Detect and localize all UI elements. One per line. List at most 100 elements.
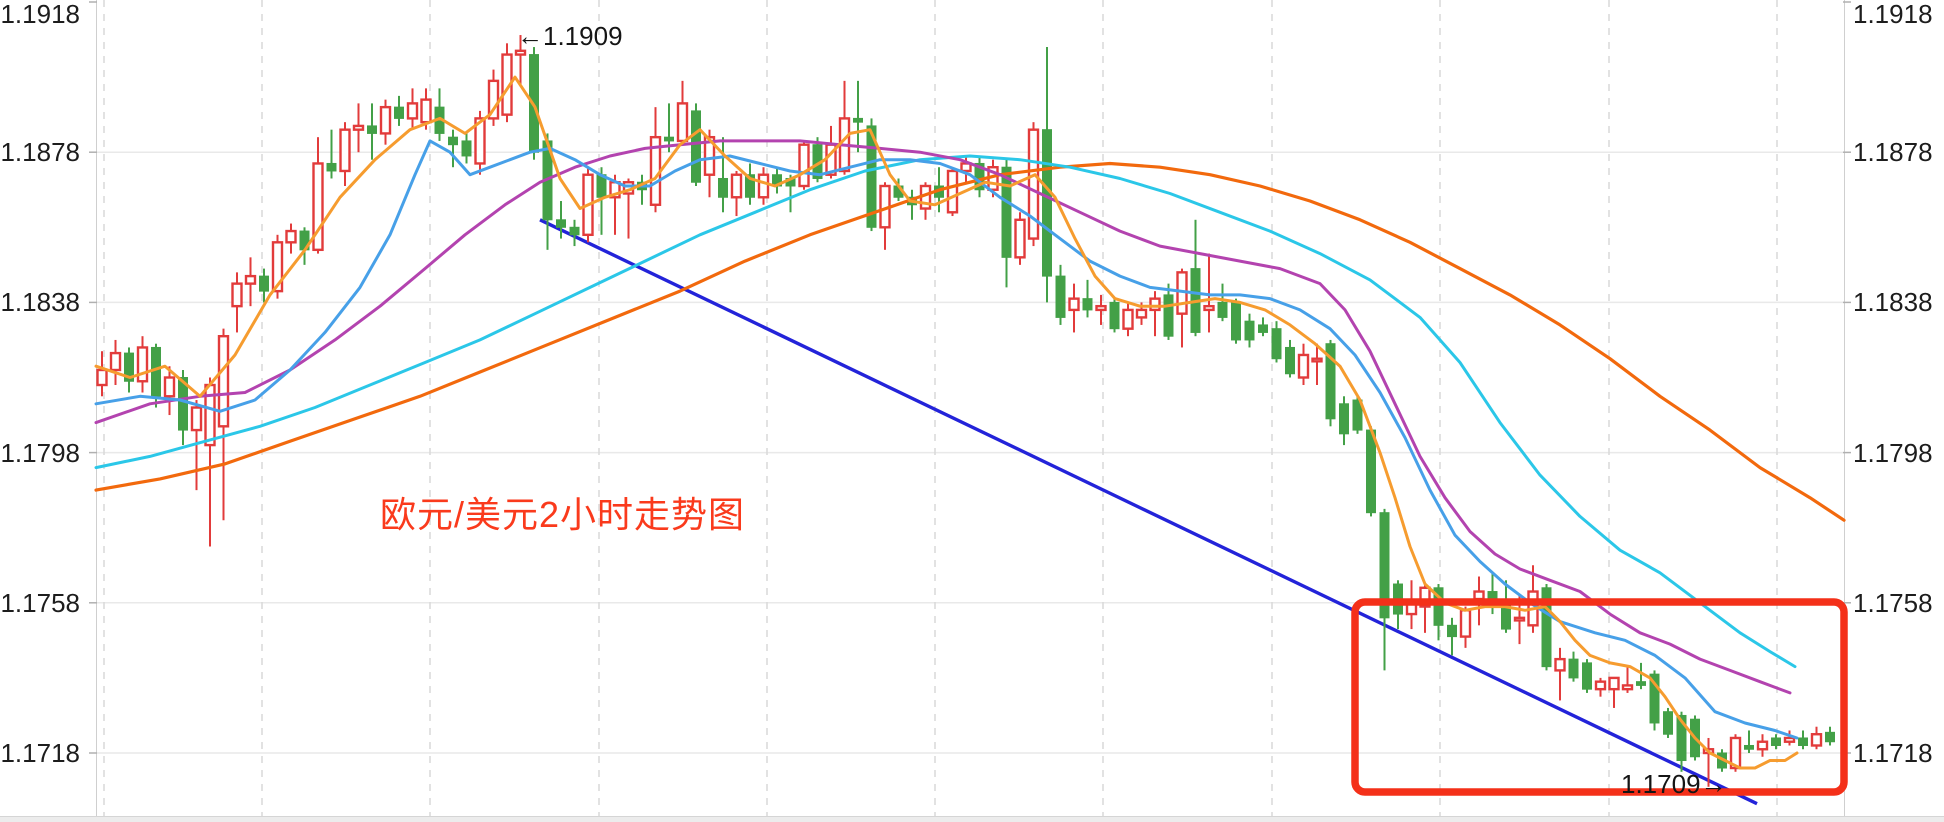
candle-bull <box>1149 291 1161 337</box>
candle-bear <box>448 129 458 168</box>
candle-bull <box>231 272 243 333</box>
candle-bull <box>757 167 770 205</box>
candle-bull <box>1554 647 1566 701</box>
candle-bear <box>1433 584 1444 641</box>
candle-bull <box>730 170 743 217</box>
candle-bear <box>1339 396 1349 446</box>
highlight-box <box>1351 598 1848 796</box>
candle-bear <box>1649 670 1660 731</box>
y-axis-label-left: 1.1838 <box>0 287 80 318</box>
candle-bear <box>124 347 134 393</box>
moving-average-lines <box>94 75 1846 770</box>
candle-bull <box>879 182 891 250</box>
y-axis-label-right: 1.1798 <box>1853 437 1933 468</box>
candle-bull <box>946 167 959 217</box>
candle-bull <box>96 351 108 397</box>
candle-bear <box>1109 298 1120 333</box>
y-axis-label-left: 1.1798 <box>0 437 80 468</box>
candle-bull <box>217 328 230 521</box>
candle-bull <box>676 80 689 145</box>
ma-line-cyan <box>94 154 1797 669</box>
candle-bear <box>1798 730 1808 750</box>
candle-bull <box>244 257 257 307</box>
candle-bear <box>434 88 445 141</box>
candle-bear <box>1042 47 1052 303</box>
candle-bear <box>259 268 269 303</box>
candle-bear <box>772 167 782 194</box>
candle-bull <box>1122 302 1134 337</box>
y-axis-left: 1.1918 1.1878 1.1838 1.1798 1.1758 1.171… <box>0 0 88 822</box>
candle-bull <box>1176 268 1188 348</box>
trough-price-annotation: 1.1709→ <box>1621 769 1727 799</box>
ma-line-blue <box>94 139 1799 740</box>
candle-bull <box>1311 343 1323 386</box>
candle-bull <box>1027 122 1040 247</box>
candle-bear <box>1082 279 1093 318</box>
candle-bull <box>1419 584 1431 633</box>
candle-bear <box>461 133 472 164</box>
candle-bear <box>637 174 647 205</box>
candle-bull <box>352 103 365 153</box>
candle-bull <box>1810 726 1823 750</box>
candle-bear <box>1379 508 1390 671</box>
candle-bear <box>1285 339 1295 378</box>
candle-bear <box>1231 298 1241 344</box>
candle-bear <box>664 103 674 153</box>
candle-bear <box>1190 219 1201 337</box>
candle-bear <box>1663 707 1673 738</box>
candle-bull <box>285 223 297 254</box>
candle-bull <box>798 140 810 190</box>
y-axis-label-right: 1.1718 <box>1853 738 1933 768</box>
y-axis-label-left: 1.1758 <box>0 587 80 618</box>
candle-bull <box>1203 253 1215 333</box>
candle-bull <box>1095 294 1107 325</box>
candle-bear <box>1055 264 1066 325</box>
candle-bear <box>556 201 566 239</box>
candle-bull <box>1459 606 1472 648</box>
candle-bull <box>163 366 176 416</box>
candle-bull <box>487 69 500 126</box>
candle-bull <box>1621 666 1634 693</box>
candle-bear <box>1771 734 1781 750</box>
candle-bull <box>312 137 324 254</box>
y-axis-label-right: 1.1918 <box>1853 0 1933 29</box>
candle-bear <box>1352 396 1363 434</box>
chart-title: 欧元/美元2小时走势图 <box>380 494 746 535</box>
ma-line-magenta <box>94 139 1792 695</box>
candle-bull <box>514 35 527 85</box>
candle-bear <box>1447 617 1457 656</box>
candle-bull <box>649 107 662 213</box>
candle-bull <box>339 122 351 186</box>
candle-bull <box>919 182 932 220</box>
candle-bull <box>1068 283 1080 333</box>
ma-line-fast-orange <box>94 75 1799 770</box>
candle-bear <box>1825 726 1835 746</box>
y-axis-label-right: 1.1878 <box>1853 137 1933 168</box>
y-axis-right: 1.1918 1.1878 1.1838 1.1798 1.1758 1.171… <box>1853 0 1944 822</box>
candle-bull <box>1608 676 1620 708</box>
candle-bull <box>838 80 851 175</box>
axis-borders <box>89 0 1851 816</box>
candle-bull <box>1783 730 1796 746</box>
descending-trendline <box>539 218 1758 806</box>
y-axis-label-right: 1.1838 <box>1853 287 1933 318</box>
candle-bull <box>1594 677 1607 697</box>
candle-bull <box>271 234 284 299</box>
candle-bear <box>1258 317 1268 337</box>
candle-bear <box>907 189 917 220</box>
candle-bear <box>691 103 701 186</box>
candle-bear <box>745 163 755 205</box>
candlestick-series <box>96 35 1835 787</box>
candle-bear <box>1244 313 1255 348</box>
candle-bull <box>136 336 149 393</box>
peak-price-annotation: ←1.1909 <box>517 21 623 51</box>
candle-bear <box>367 103 377 160</box>
candle-bear <box>1582 659 1592 693</box>
candle-bull <box>1297 343 1310 386</box>
candle-bear <box>1568 651 1579 682</box>
candle-bear <box>569 219 580 247</box>
candle-bull <box>204 377 216 547</box>
candle-bull <box>379 99 392 145</box>
